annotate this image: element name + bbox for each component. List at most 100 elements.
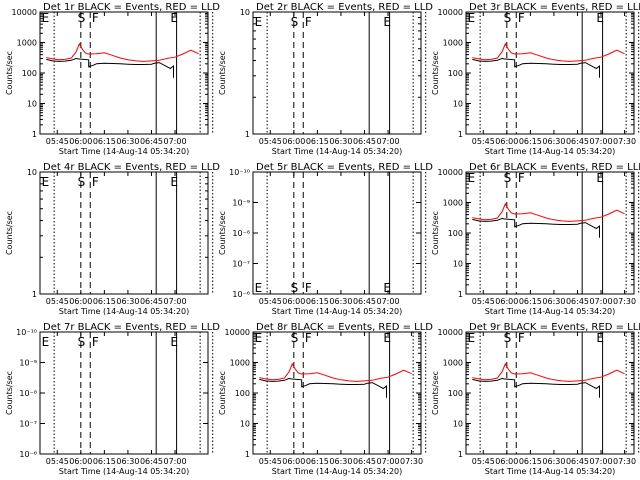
region-label: F xyxy=(305,15,312,29)
chart-panel-5: Det 5r BLACK = Events, RED = LLD Counts/s… xyxy=(218,162,433,316)
chart-title: Det 1r BLACK = Events, RED = LLD xyxy=(43,2,220,13)
x-tick-label: 06:00 xyxy=(282,137,305,146)
y-axis-label: Counts/sec xyxy=(218,371,227,415)
chart-panel-9: Det 9r BLACK = Events, RED = LLD Counts/s… xyxy=(431,322,640,476)
x-tick-label: 07:00 xyxy=(589,137,612,146)
y-tick-label: 100 xyxy=(448,69,463,78)
y-axis-label: Counts/sec xyxy=(5,211,14,255)
region-label: E xyxy=(383,331,391,345)
x-axis-label: Start Time (14-Aug-14 05:34:20) xyxy=(59,147,190,156)
x-tick-label: 06:45 xyxy=(353,137,376,146)
region-label: E xyxy=(42,175,50,189)
region-label: F xyxy=(518,331,525,345)
x-tick-label: 06:45 xyxy=(140,457,163,466)
region-label: S xyxy=(78,335,86,349)
region-label: S xyxy=(78,11,86,25)
region-label: E xyxy=(596,331,604,345)
x-tick-label: 06:30 xyxy=(542,137,565,146)
series-line-lld xyxy=(472,202,625,222)
y-tick-label: 1 xyxy=(458,290,463,299)
x-tick-label: 06:00 xyxy=(282,457,305,466)
y-tick-label: 10 xyxy=(453,100,463,109)
y-tick-label: 100 xyxy=(22,69,37,78)
y-tick-label: 10000 xyxy=(12,8,37,17)
x-tick-label: 06:30 xyxy=(329,457,352,466)
x-tick-label: 05:45 xyxy=(259,297,282,306)
y-tick-label: 10 xyxy=(453,420,463,429)
x-tick-label: 05:45 xyxy=(46,297,69,306)
y-tick-label: 10000 xyxy=(438,168,463,177)
x-tick-label: 06:00 xyxy=(495,457,518,466)
x-tick-label: 06:15 xyxy=(93,297,116,306)
x-tick-label: 07:00 xyxy=(376,137,399,146)
x-tick-label: 06:45 xyxy=(140,297,163,306)
region-label: F xyxy=(518,11,525,25)
x-tick-label: 06:30 xyxy=(329,137,352,146)
x-tick-label: 05:45 xyxy=(259,137,282,146)
region-label: E xyxy=(255,331,263,345)
region-label: F xyxy=(305,281,312,295)
y-tick-label: 10000 xyxy=(225,328,250,337)
y-tick-label: 100 xyxy=(448,389,463,398)
x-tick-label: 05:45 xyxy=(472,457,495,466)
region-label: E xyxy=(468,331,476,345)
region-label: S xyxy=(504,171,512,185)
chart-title: Det 9r BLACK = Events, RED = LLD xyxy=(469,322,640,333)
x-tick-label: 07:00 xyxy=(589,297,612,306)
x-tick-label: 05:45 xyxy=(259,457,282,466)
y-tick-label: 10 xyxy=(27,100,37,109)
x-tick-label: 05:45 xyxy=(472,137,495,146)
y-tick-label: 10 xyxy=(27,168,37,177)
x-tick-label: 06:15 xyxy=(93,137,116,146)
plot-frame xyxy=(252,331,422,455)
x-tick-label: 06:30 xyxy=(329,297,352,306)
series-line-lld xyxy=(259,362,412,382)
x-axis-label: Start Time (14-Aug-14 05:34:20) xyxy=(485,147,616,156)
series-line-events xyxy=(259,377,387,398)
series-line-events xyxy=(46,57,174,78)
x-tick-label: 07:30 xyxy=(400,457,423,466)
x-tick-label: 07:00 xyxy=(163,457,186,466)
x-tick-label: 07:30 xyxy=(613,297,636,306)
series-line-events xyxy=(472,217,600,238)
plot-frame xyxy=(39,11,209,135)
plot-frame xyxy=(252,11,422,135)
region-label: F xyxy=(92,335,99,349)
y-axis-label: Counts/sec xyxy=(431,51,440,95)
x-axis-label: Start Time (14-Aug-14 05:34:20) xyxy=(272,467,403,476)
x-axis-label: Start Time (14-Aug-14 05:34:20) xyxy=(272,147,403,156)
y-tick-label: 1 xyxy=(32,130,37,139)
y-axis-label: Counts/sec xyxy=(218,51,227,95)
y-tick-label: 10⁻⁷ xyxy=(19,420,37,429)
region-label: F xyxy=(305,331,312,345)
region-label: S xyxy=(291,331,299,345)
chart-title: Det 8r BLACK = Events, RED = LLD xyxy=(256,322,433,333)
y-tick-label: 10⁻⁶ xyxy=(19,450,37,459)
y-tick-label: 10⁻⁹ xyxy=(232,199,250,208)
chart-title: Det 3r BLACK = Events, RED = LLD xyxy=(469,2,640,13)
y-axis-label: Counts/sec xyxy=(431,211,440,255)
chart-title: Det 6r BLACK = Events, RED = LLD xyxy=(469,162,640,173)
chart-panel-4: Det 4r BLACK = Events, RED = LLD Counts/s… xyxy=(5,162,220,316)
x-tick-label: 06:00 xyxy=(495,297,518,306)
x-tick-label: 06:15 xyxy=(519,457,542,466)
chart-panel-6: Det 6r BLACK = Events, RED = LLD Counts/s… xyxy=(431,162,640,316)
chart-title: Det 5r BLACK = Events, RED = LLD xyxy=(256,162,433,173)
y-tick-label: 10 xyxy=(240,420,250,429)
series-line-events xyxy=(472,377,600,398)
x-tick-label: 05:45 xyxy=(46,137,69,146)
x-tick-label: 07:30 xyxy=(613,137,636,146)
x-tick-label: 06:30 xyxy=(542,297,565,306)
y-axis-label: Counts/sec xyxy=(218,211,227,255)
x-tick-label: 06:00 xyxy=(69,137,92,146)
chart-panel-8: Det 8r BLACK = Events, RED = LLD Counts/s… xyxy=(218,322,433,476)
region-label: E xyxy=(468,171,476,185)
y-tick-label: 10⁻⁸ xyxy=(19,389,37,398)
region-label: E xyxy=(42,335,50,349)
x-tick-label: 06:30 xyxy=(116,457,139,466)
x-axis-label: Start Time (14-Aug-14 05:34:20) xyxy=(485,467,616,476)
x-tick-label: 06:15 xyxy=(93,457,116,466)
plot-frame xyxy=(465,171,635,295)
x-tick-label: 07:30 xyxy=(613,457,636,466)
